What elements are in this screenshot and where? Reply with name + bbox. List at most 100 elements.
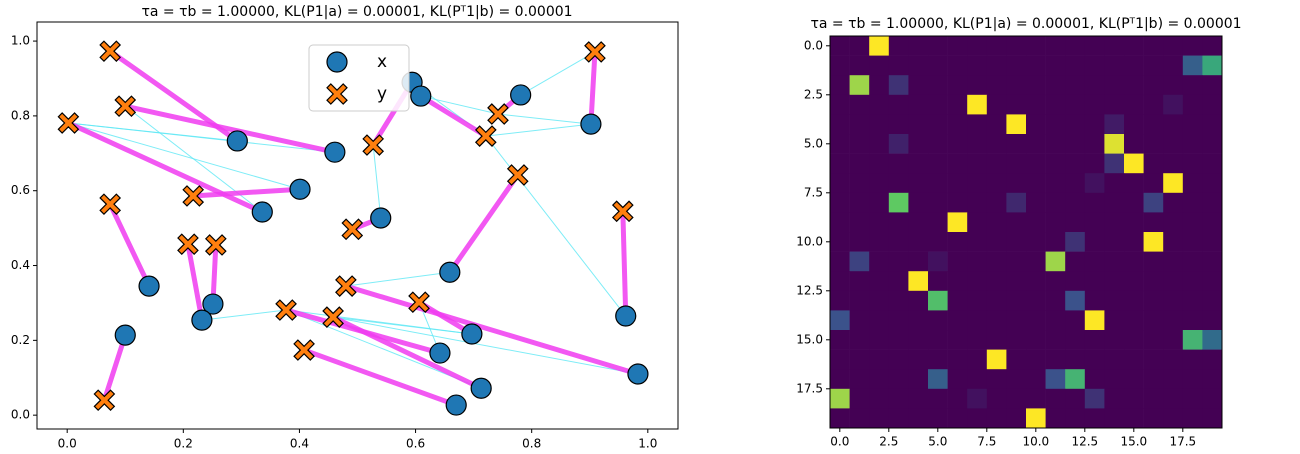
heatmap-cell — [1143, 310, 1164, 331]
heatmap-cell — [869, 173, 890, 194]
heatmap-cell — [1045, 173, 1066, 194]
heatmap-cell — [830, 173, 850, 194]
heatmap-cell — [1026, 94, 1046, 115]
legend — [308, 44, 410, 112]
heatmap-cell — [888, 330, 909, 350]
heatmap-cell — [986, 36, 1007, 56]
heatmap-cell — [869, 408, 890, 429]
weak-link — [67, 122, 301, 190]
y-tick-label: 5.0 — [804, 136, 823, 150]
heatmap-cell — [928, 290, 948, 311]
heatmap-cell — [849, 94, 870, 115]
heatmap-cell — [1026, 388, 1046, 409]
heatmap-cell — [1065, 388, 1086, 409]
legend-label: y — [377, 84, 387, 104]
heatmap-cell — [947, 94, 968, 115]
heatmap-cell — [908, 55, 929, 76]
heatmap-cell — [1182, 388, 1203, 409]
point — [410, 85, 432, 107]
point — [445, 394, 467, 416]
heatmap-cell — [967, 232, 988, 252]
transport-link — [620, 208, 629, 319]
heatmap-cell — [1065, 55, 1086, 76]
weak-link — [345, 271, 451, 287]
heatmap-cell — [1084, 232, 1105, 252]
heatmap-cell — [967, 153, 988, 174]
y-tick-label: 1.0 — [11, 34, 30, 48]
heatmap-cell — [1104, 173, 1125, 194]
heatmap-cell — [1104, 55, 1125, 76]
heatmap-cell — [849, 134, 870, 154]
heatmap-cell — [1124, 251, 1144, 272]
point — [177, 233, 199, 256]
x-tick-label: 17.5 — [1169, 435, 1196, 449]
heatmap-cell — [1065, 408, 1086, 429]
heatmap-cell — [869, 369, 890, 390]
heatmap-cell — [869, 153, 890, 174]
y-tick-label: 2.5 — [804, 87, 823, 101]
y-tick-label: 0.2 — [11, 333, 30, 347]
heatmap-cell — [849, 212, 870, 233]
heatmap-cell — [830, 134, 850, 154]
heatmap-cell — [986, 290, 1007, 311]
heatmap-cell — [986, 192, 1007, 213]
heatmap-cell — [1006, 36, 1027, 56]
heatmap-cell — [908, 290, 929, 311]
heatmap-cell — [1065, 94, 1086, 115]
point — [204, 234, 227, 256]
heatmap-cell — [849, 349, 870, 370]
legend-label: x — [377, 52, 387, 72]
heatmap-cell — [1202, 310, 1223, 331]
point — [439, 261, 461, 283]
heatmap-cell — [1124, 36, 1144, 56]
heatmap-cell — [830, 75, 850, 96]
heatmap-cell — [830, 408, 850, 429]
heatmap-cell — [928, 251, 948, 272]
heatmap-cell — [849, 173, 870, 194]
heatmap-cell — [1026, 330, 1046, 350]
heatmap-cell — [908, 153, 929, 174]
heatmap-cell — [1202, 369, 1223, 390]
heatmap-cell — [1006, 271, 1027, 292]
heatmap-cell — [1006, 408, 1027, 429]
heatmap-cell — [1104, 251, 1125, 272]
heatmap-cell — [1104, 388, 1125, 409]
heatmap-cell — [908, 192, 929, 213]
heatmap-cell — [1065, 330, 1086, 350]
transport-link — [330, 314, 484, 391]
heatmap-cell — [1182, 212, 1203, 233]
y-tick-label: 0.0 — [804, 38, 823, 52]
heatmap-cell — [1006, 232, 1027, 252]
heatmap-cell — [1163, 330, 1184, 350]
heatmap-cell — [830, 153, 850, 174]
heatmap-cell — [967, 330, 988, 350]
heatmap-cell — [1143, 369, 1164, 390]
transport-link — [588, 49, 598, 127]
heatmap-cell — [1124, 330, 1144, 350]
heatmap-cell — [888, 251, 909, 272]
heatmap-cell — [967, 75, 988, 96]
heatmap-cell — [1124, 114, 1144, 135]
heatmap-cell — [1163, 310, 1184, 331]
transport-link — [190, 186, 303, 199]
point — [99, 193, 122, 216]
heatmap-cell — [986, 212, 1007, 233]
heatmap-cell — [888, 290, 909, 311]
heatmap-cell — [1084, 55, 1105, 76]
heatmap-cell — [888, 134, 909, 154]
heatmap-cell — [1104, 114, 1125, 135]
heatmap-cell — [967, 94, 988, 115]
heatmap-cell — [1026, 271, 1046, 292]
point — [627, 363, 649, 385]
point — [510, 84, 532, 106]
heatmap-cell — [849, 75, 870, 96]
heatmap-cell — [947, 75, 968, 96]
heatmap-cell — [1065, 290, 1086, 311]
heatmap-cell — [1045, 251, 1066, 272]
heatmap-cell — [967, 251, 988, 272]
weak-link — [485, 135, 627, 317]
heatmap-cell — [928, 349, 948, 370]
point — [93, 389, 116, 412]
heatmap-cell — [1104, 408, 1125, 429]
heatmap-cell — [1006, 310, 1027, 331]
